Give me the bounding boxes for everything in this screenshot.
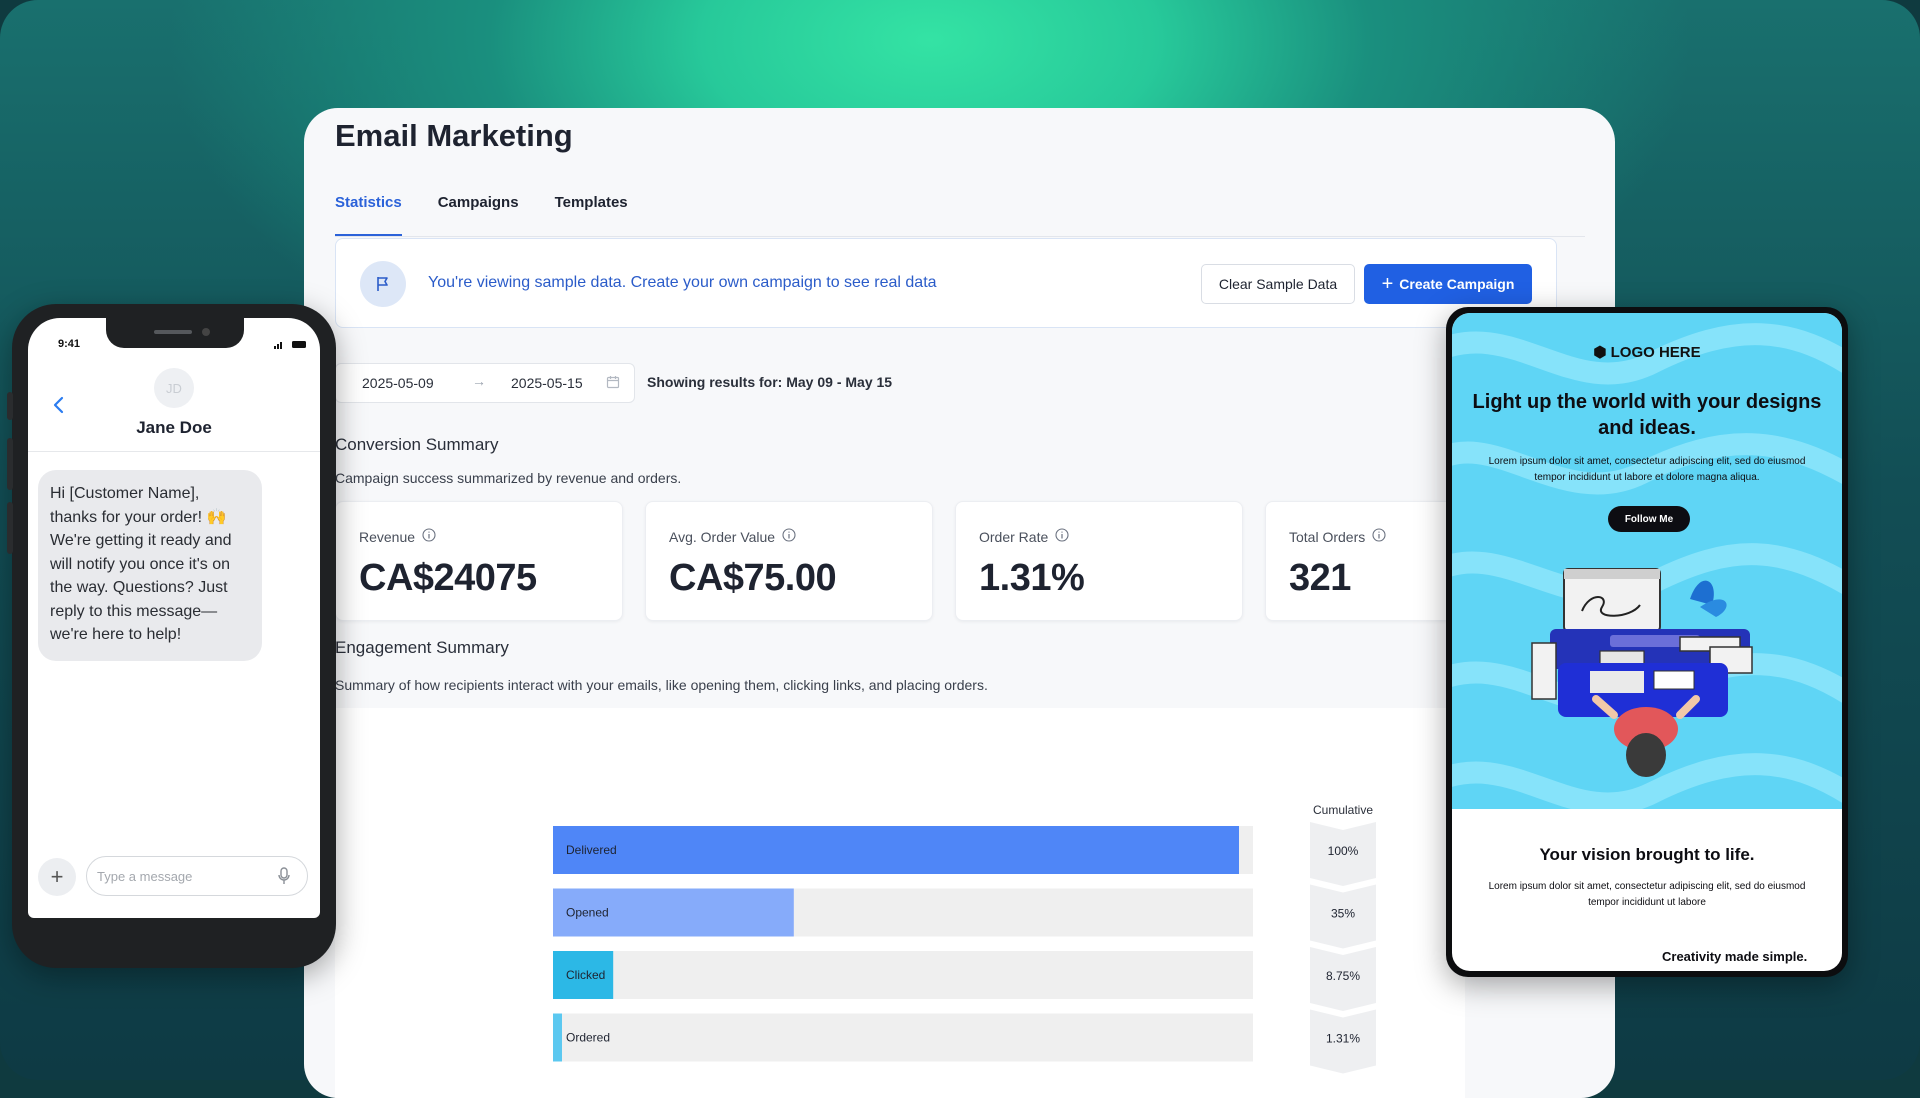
cumulative-header: Cumulative — [1313, 803, 1373, 817]
email-preview-frame: ⬢ LOGO HERE Light up the world with your… — [1446, 307, 1848, 977]
tab-campaigns[interactable]: Campaigns — [437, 194, 519, 211]
bar-track — [553, 1013, 1253, 1062]
add-attachment-button[interactable]: + — [38, 858, 76, 896]
status-time: 9:41 — [58, 338, 81, 350]
funnel-chart-svg: Cumulative Delivered 100% Opened 35% Clicked 8… — [553, 803, 1376, 1074]
bar-track — [553, 951, 1253, 999]
card-value: 321 — [1289, 557, 1351, 599]
email-hero: ⬢ LOGO HERE Light up the world with your… — [1452, 313, 1842, 809]
plus-icon: + — [1381, 273, 1394, 295]
card-label: Revenue — [359, 528, 416, 545]
avg-order-value-card: Avg. Order Value CA$75.00 — [645, 501, 933, 621]
page-title: Email Marketing — [335, 118, 573, 153]
date-range-picker[interactable]: 2025-05-09 → 2025-05-15 — [335, 363, 635, 403]
info-icon[interactable] — [782, 528, 796, 545]
phone-screen: 9:41 JD Jane Doe Hi [Customer Name], tha… — [28, 318, 320, 918]
phone-notch — [106, 318, 244, 348]
bar-opened — [553, 888, 794, 937]
card-label: Avg. Order Value — [669, 528, 776, 545]
email-subheading: Your vision brought to life. — [1539, 845, 1755, 864]
create-campaign-label: Create Campaign — [1399, 276, 1515, 292]
bar-ordered — [553, 1013, 562, 1062]
cumulative-value: 100% — [1328, 844, 1359, 858]
flag-icon — [360, 261, 406, 307]
message-input[interactable]: Type a message — [86, 856, 308, 896]
end-date[interactable]: 2025-05-15 — [511, 375, 583, 391]
cumulative-chevron — [1310, 947, 1376, 1011]
info-icon[interactable] — [1055, 528, 1069, 545]
results-range-text: Showing results for: May 09 - May 15 — [647, 374, 893, 390]
arrow-right-icon: → — [472, 373, 486, 389]
cumulative-chevron — [1310, 1009, 1376, 1074]
email-logo: ⬢ LOGO HERE — [1452, 343, 1842, 361]
signal-battery-icon — [274, 340, 308, 353]
back-chevron-icon[interactable] — [52, 396, 64, 419]
phone-side-button — [7, 502, 13, 554]
tab-statistics[interactable]: Statistics — [335, 194, 402, 236]
bar-label: Opened — [566, 906, 609, 920]
engagement-summary-description: Summary of how recipients interact with … — [335, 677, 988, 693]
revenue-card: Revenue CA$24075 — [335, 501, 623, 621]
cumulative-value: 1.31% — [1326, 1032, 1360, 1046]
microphone-icon[interactable] — [278, 867, 290, 890]
email-headline: Light up the world with your designs and… — [1472, 391, 1822, 439]
card-label: Total Orders — [1289, 528, 1366, 545]
tabs-divider — [335, 236, 1585, 237]
info-icon[interactable] — [422, 528, 436, 545]
cumulative-chevron — [1310, 822, 1376, 886]
cumulative-value: 8.75% — [1326, 969, 1360, 983]
phone-side-button — [7, 392, 13, 420]
email-tagline: Creativity made simple. — [1662, 949, 1808, 964]
cumulative-chevron — [1310, 884, 1376, 949]
email-body-text: Lorem ipsum dolor sit amet, consectetur … — [1488, 456, 1806, 483]
contact-name: Jane Doe — [136, 418, 212, 437]
designer-illustration — [1531, 568, 1753, 777]
engagement-summary-title: Engagement Summary — [335, 638, 509, 657]
bar-delivered — [553, 826, 1239, 874]
conversion-summary-description: Campaign success summarized by revenue a… — [335, 470, 682, 486]
calendar-icon[interactable] — [606, 375, 620, 392]
avatar: JD — [154, 368, 194, 408]
email-preview-screen: ⬢ LOGO HERE Light up the world with your… — [1452, 313, 1842, 971]
bar-clicked — [553, 951, 614, 999]
sample-data-banner: You're viewing sample data. Create your … — [335, 238, 1557, 328]
header-divider — [28, 451, 320, 452]
start-date[interactable]: 2025-05-09 — [362, 375, 434, 391]
create-campaign-button[interactable]: + Create Campaign — [1364, 264, 1532, 304]
info-icon[interactable] — [1372, 528, 1386, 545]
bar-label: Ordered — [566, 1031, 610, 1045]
engagement-funnel-chart: Cumulative Delivered 100% Opened 35% Clicked 8… — [335, 708, 1465, 1098]
phone-mockup: 9:41 JD Jane Doe Hi [Customer Name], tha… — [7, 304, 336, 968]
wave-pattern — [1452, 323, 1842, 809]
bar-label: Clicked — [566, 968, 605, 982]
card-value: 1.31% — [979, 557, 1085, 599]
order-rate-card: Order Rate 1.31% — [955, 501, 1243, 621]
bar-label: Delivered — [566, 843, 617, 857]
follow-me-button[interactable]: Follow Me — [1608, 506, 1690, 532]
card-value: CA$75.00 — [669, 557, 837, 599]
tab-bar: Statistics Campaigns Templates — [335, 194, 628, 236]
clear-sample-data-button[interactable]: Clear Sample Data — [1201, 264, 1355, 304]
hexagon-logo-icon: ⬢ — [1593, 344, 1607, 361]
tab-templates[interactable]: Templates — [554, 194, 628, 211]
banner-message: You're viewing sample data. Create your … — [428, 274, 937, 291]
cumulative-value: 35% — [1331, 907, 1355, 921]
message-bubble: Hi [Customer Name], thanks for your orde… — [38, 470, 262, 661]
conversion-summary-title: Conversion Summary — [335, 435, 499, 454]
logo-text: LOGO HERE — [1610, 344, 1701, 361]
card-label: Order Rate — [979, 528, 1049, 545]
email-body-text-2: Lorem ipsum dolor sit amet, consectetur … — [1488, 881, 1806, 908]
phone-side-button — [7, 438, 13, 490]
message-composer: + Type a message — [38, 856, 310, 900]
card-value: CA$24075 — [359, 557, 537, 599]
dashboard-panel: Email Marketing Statistics Campaigns Tem… — [304, 108, 1615, 1098]
